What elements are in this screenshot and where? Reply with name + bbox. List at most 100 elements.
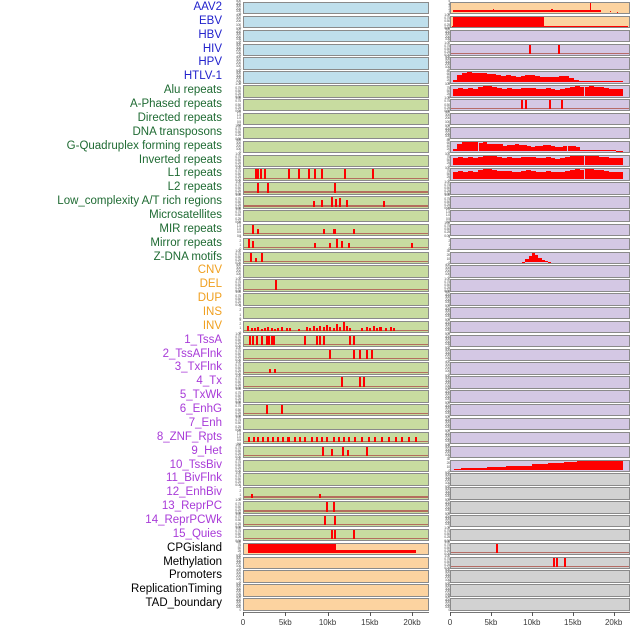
track-right-3-txflnk[interactable] (450, 362, 630, 375)
track-right-11-bivflnk[interactable] (450, 473, 630, 486)
track-left-z-dna-motifs[interactable] (243, 251, 429, 264)
track-right-cpgisland[interactable] (450, 542, 630, 556)
track-right-cnv[interactable] (450, 265, 630, 278)
track-left-9-het[interactable] (243, 445, 429, 459)
track-left-7-enh[interactable] (243, 417, 429, 431)
track-left-mir-repeats[interactable] (243, 223, 429, 237)
track-left-13-reprpc[interactable] (243, 501, 429, 514)
track-right-l1-repeats[interactable] (450, 168, 630, 181)
track-left-aav2[interactable] (243, 2, 429, 15)
track-right-del[interactable] (450, 279, 630, 292)
track-right-inv[interactable] (450, 320, 630, 334)
track-right-directed-repeats[interactable] (450, 112, 630, 126)
track-left-cpgisland[interactable] (243, 542, 429, 556)
track-left-tad-boundary[interactable] (243, 598, 429, 611)
track-left-inverted-repeats[interactable] (243, 154, 429, 167)
signal-spike (338, 198, 341, 207)
track-right-replicationtiming[interactable] (450, 584, 630, 597)
track-label-1-tssa: 1_TssA (184, 333, 222, 346)
track-right-inverted-repeats[interactable] (450, 154, 630, 167)
track-left-alu-repeats[interactable] (243, 85, 429, 98)
track-left-hpv[interactable] (243, 57, 429, 70)
track-left-inv[interactable] (243, 320, 429, 334)
track-left-6-enhg[interactable] (243, 404, 429, 417)
track-right-ins[interactable] (450, 307, 630, 320)
track-left-g-quadruplex-forming-repeats[interactable] (243, 140, 429, 154)
track-right-tad-boundary[interactable] (450, 598, 630, 611)
signal-spike (341, 241, 344, 249)
track-right-mir-repeats[interactable] (450, 223, 630, 237)
track-left-4-tx[interactable] (243, 376, 429, 389)
y-tick-label: 1.5 (236, 224, 241, 229)
signal-segment (515, 76, 521, 82)
track-right-methylation[interactable] (450, 556, 630, 569)
track-right-1-tssa[interactable] (450, 334, 630, 348)
track-left-ebv[interactable] (243, 15, 429, 29)
track-left-methylation[interactable] (243, 556, 429, 569)
track-left-directed-repeats[interactable] (243, 112, 429, 126)
track-right-aav2[interactable] (450, 2, 630, 15)
track-right-dna-transposons[interactable] (450, 126, 630, 140)
y-tick-label: 0.75 (444, 16, 450, 21)
track-left-l1-repeats[interactable] (243, 168, 429, 181)
track-right-alu-repeats[interactable] (450, 85, 630, 98)
track-left-ins[interactable] (243, 307, 429, 320)
track-left-dup[interactable] (243, 293, 429, 306)
y-tick-label: 0.00 (235, 510, 241, 515)
track-right-6-enhg[interactable] (450, 404, 630, 417)
track-right-7-enh[interactable] (450, 417, 630, 431)
track-right-hpv[interactable] (450, 57, 630, 70)
track-left-hiv[interactable] (243, 43, 429, 57)
track-right-10-tssbiv[interactable] (450, 459, 630, 472)
track-right-a-phased-repeats[interactable] (450, 99, 630, 112)
track-left-14-reprpcwk[interactable] (243, 514, 429, 528)
track-left-del[interactable] (243, 279, 429, 292)
track-right-ebv[interactable] (450, 15, 630, 29)
track-left-mirror-repeats[interactable] (243, 237, 429, 251)
track-right-promoters[interactable] (450, 570, 630, 583)
track-left-12-enhbiv[interactable] (243, 487, 429, 500)
track-left-cnv[interactable] (243, 265, 429, 278)
track-left-11-bivflnk[interactable] (243, 473, 429, 486)
track-left-1-tssa[interactable] (243, 334, 429, 348)
track-left-low-complexity-a-t-rich-regions[interactable] (243, 196, 429, 209)
track-right-mirror-repeats[interactable] (450, 237, 630, 251)
track-right-9-het[interactable] (450, 445, 630, 459)
signal-segment (482, 169, 488, 179)
track-right-13-reprpc[interactable] (450, 501, 630, 514)
track-left-microsatellites[interactable] (243, 209, 429, 223)
track-right-g-quadruplex-forming-repeats[interactable] (450, 140, 630, 154)
track-right-8-znf-rpts[interactable] (450, 431, 630, 445)
track-left-htlv-1[interactable] (243, 71, 429, 84)
track-right-5-txwk[interactable] (450, 390, 630, 403)
track-right-hiv[interactable] (450, 43, 630, 57)
track-left-dna-transposons[interactable] (243, 126, 429, 140)
track-right-2-tssaflnk[interactable] (450, 348, 630, 362)
track-baseline (244, 260, 428, 262)
track-right-12-enhbiv[interactable] (450, 487, 630, 500)
y-tick-label: 400 (444, 584, 450, 589)
track-left-a-phased-repeats[interactable] (243, 99, 429, 112)
track-right-15-quies[interactable] (450, 528, 630, 542)
track-right-l2-repeats[interactable] (450, 182, 630, 195)
track-left-15-quies[interactable] (243, 528, 429, 542)
track-left-2-tssaflnk[interactable] (243, 348, 429, 362)
track-left-3-txflnk[interactable] (243, 362, 429, 375)
track-right-4-tx[interactable] (450, 376, 630, 389)
y-tick-label: 75 (446, 85, 451, 90)
track-left-l2-repeats[interactable] (243, 182, 429, 195)
track-left-10-tssbiv[interactable] (243, 459, 429, 472)
track-right-dup[interactable] (450, 293, 630, 306)
track-left-hbv[interactable] (243, 29, 429, 43)
track-right-hbv[interactable] (450, 29, 630, 43)
track-left-5-txwk[interactable] (243, 390, 429, 403)
track-right-low-complexity-a-t-rich-regions[interactable] (450, 196, 630, 209)
track-right-14-reprpcwk[interactable] (450, 514, 630, 528)
track-left-replicationtiming[interactable] (243, 584, 429, 597)
track-label-tad-boundary: TAD_boundary (145, 597, 223, 610)
track-right-microsatellites[interactable] (450, 209, 630, 223)
track-right-z-dna-motifs[interactable] (450, 251, 630, 264)
track-left-promoters[interactable] (243, 570, 429, 583)
track-right-htlv-1[interactable] (450, 71, 630, 84)
track-left-8-znf-rpts[interactable] (243, 431, 429, 445)
